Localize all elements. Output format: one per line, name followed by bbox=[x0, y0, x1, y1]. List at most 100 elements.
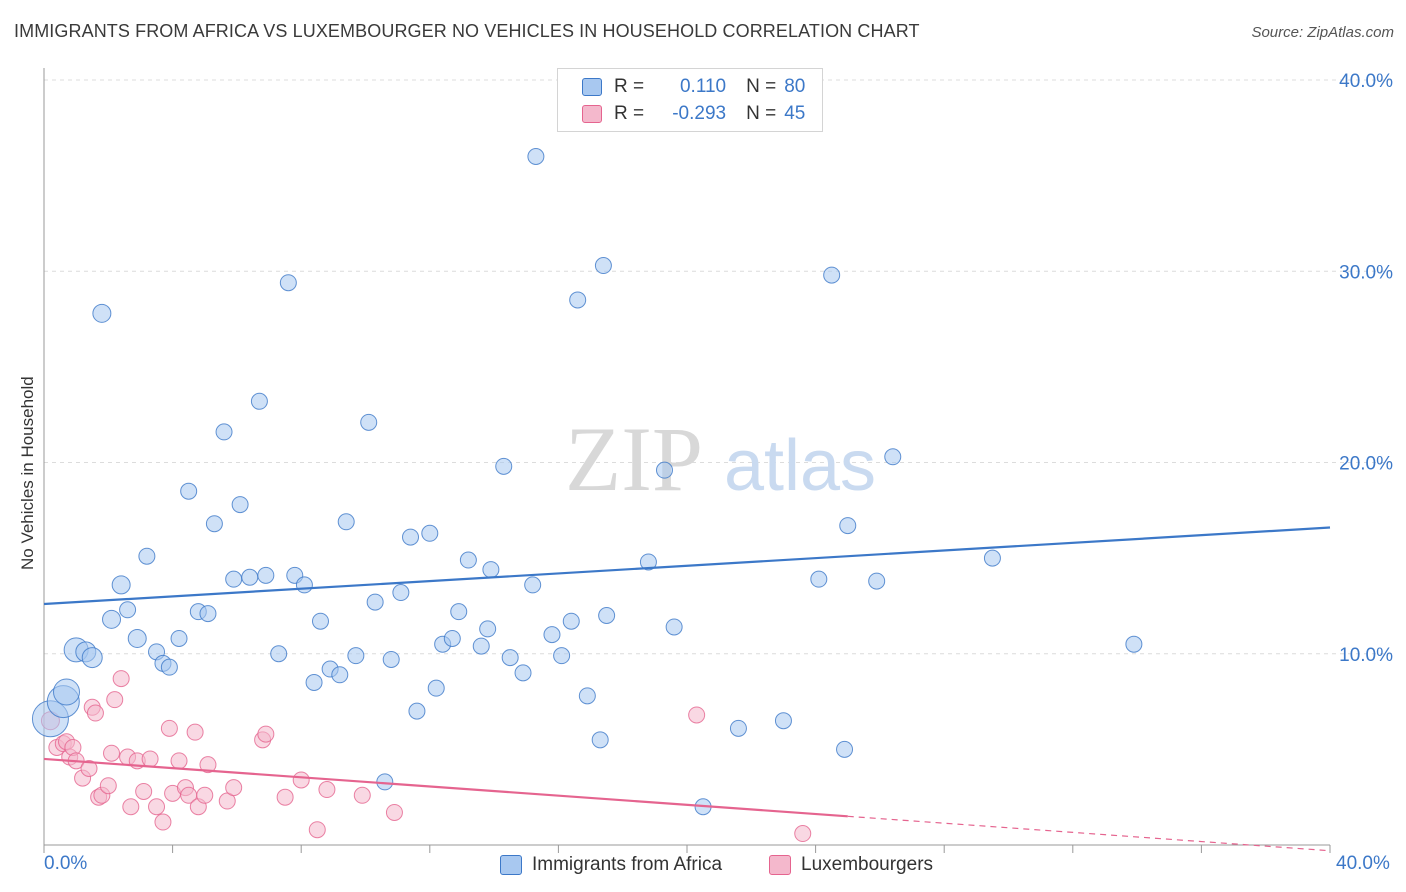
africa-point bbox=[111, 575, 131, 595]
africa-point bbox=[578, 687, 596, 705]
africa-point bbox=[810, 570, 828, 588]
luxembourgers-point bbox=[794, 825, 812, 843]
africa-point bbox=[347, 647, 365, 665]
africa-point bbox=[225, 570, 243, 588]
luxembourgers-point bbox=[141, 750, 159, 768]
y-tick-label: 40.0% bbox=[1339, 71, 1393, 92]
africa-point bbox=[1125, 635, 1143, 653]
y-tick-labels: 10.0% 20.0% 30.0% 40.0% bbox=[1339, 71, 1393, 666]
africa-point bbox=[215, 423, 233, 441]
luxembourgers-point bbox=[385, 803, 403, 821]
stats-row-africa: R = 0.110 N = 80 bbox=[558, 73, 805, 101]
africa-point bbox=[337, 513, 355, 531]
series-legend: Immigrants from Africa Luxembourgers bbox=[0, 852, 1406, 878]
luxembourgers-point bbox=[99, 777, 117, 795]
africa-point bbox=[421, 524, 439, 542]
africa-point bbox=[199, 605, 217, 623]
africa-point bbox=[729, 719, 747, 737]
luxembourgers-points bbox=[40, 670, 812, 843]
stats-legend: R = 0.110 N = 80 R = -0.293 N = 45 bbox=[557, 68, 823, 132]
africa-point bbox=[102, 609, 122, 629]
africa-point bbox=[774, 712, 792, 730]
africa-point bbox=[231, 496, 249, 514]
africa-point bbox=[482, 561, 500, 579]
africa-point bbox=[868, 572, 886, 590]
africa-point bbox=[392, 584, 410, 602]
africa-point bbox=[598, 607, 616, 624]
luxembourgers-point bbox=[160, 719, 178, 737]
luxembourgers-point bbox=[122, 798, 140, 816]
luxembourgers-point bbox=[257, 725, 275, 743]
legend-label-africa: Immigrants from Africa bbox=[532, 854, 723, 875]
africa-point bbox=[443, 629, 461, 647]
africa-point bbox=[366, 593, 384, 611]
africa-point bbox=[501, 649, 519, 667]
watermark: ZIP atlas bbox=[565, 408, 876, 510]
trend-line bbox=[43, 757, 848, 818]
y-axis-label: No Vehicles in Household bbox=[18, 376, 37, 570]
n-label: N = bbox=[746, 76, 777, 97]
africa-point bbox=[138, 547, 156, 565]
africa-point bbox=[92, 303, 112, 323]
grid-lines bbox=[44, 79, 1392, 655]
africa-point bbox=[983, 549, 1001, 567]
trend-line bbox=[43, 526, 1331, 606]
n-value: 45 bbox=[784, 103, 806, 124]
trend-lines bbox=[43, 526, 1331, 852]
africa-points bbox=[31, 148, 1143, 816]
r-value: 0.110 bbox=[679, 76, 727, 97]
africa-point bbox=[180, 482, 198, 500]
africa-point bbox=[331, 666, 349, 684]
r-label: R = bbox=[614, 76, 645, 97]
luxembourgers-point bbox=[170, 752, 188, 770]
legend-label-luxembourgers: Luxembourgers bbox=[801, 854, 934, 875]
africa-point bbox=[562, 612, 580, 630]
r-value: -0.293 bbox=[672, 103, 727, 124]
luxembourgers-point bbox=[135, 782, 153, 800]
africa-point bbox=[382, 650, 400, 668]
africa-point bbox=[119, 601, 137, 619]
africa-point bbox=[553, 647, 571, 665]
africa-point bbox=[591, 731, 609, 749]
africa-point bbox=[295, 576, 313, 594]
y-tick-label: 30.0% bbox=[1339, 262, 1393, 283]
africa-point bbox=[170, 629, 188, 647]
africa-point bbox=[257, 566, 275, 584]
legend-item-luxembourgers[interactable]: Luxembourgers bbox=[769, 852, 933, 878]
africa-point bbox=[884, 448, 902, 466]
luxembourgers-point bbox=[225, 779, 243, 797]
luxembourgers-point bbox=[353, 786, 371, 804]
africa-swatch bbox=[582, 78, 602, 96]
africa-point bbox=[594, 257, 612, 275]
africa-point bbox=[543, 626, 561, 644]
luxembourgers-point bbox=[276, 788, 294, 806]
luxembourgers-point bbox=[292, 771, 310, 789]
africa-point bbox=[250, 392, 268, 410]
africa-point bbox=[241, 568, 259, 586]
africa-point bbox=[524, 576, 542, 594]
africa-point bbox=[459, 551, 477, 569]
africa-point bbox=[450, 603, 468, 621]
stats-row-luxembourgers: R = -0.293 N = 45 bbox=[558, 100, 805, 128]
africa-point bbox=[402, 528, 420, 546]
luxembourgers-point bbox=[199, 756, 217, 774]
legend-item-africa[interactable]: Immigrants from Africa bbox=[500, 852, 722, 878]
africa-point bbox=[160, 658, 178, 676]
africa-point bbox=[311, 612, 329, 630]
luxembourgers-point bbox=[106, 691, 124, 709]
africa-point bbox=[53, 678, 81, 706]
africa-point bbox=[655, 461, 673, 479]
africa-point bbox=[127, 628, 147, 648]
africa-point bbox=[305, 673, 323, 691]
africa-point bbox=[472, 637, 490, 655]
luxembourgers-point bbox=[148, 798, 166, 816]
africa-point bbox=[81, 647, 103, 669]
chart-title: IMMIGRANTS FROM AFRICA VS LUXEMBOURGER N… bbox=[14, 21, 920, 41]
luxembourgers-point bbox=[86, 704, 104, 722]
n-value: 80 bbox=[784, 76, 806, 97]
africa-swatch bbox=[500, 855, 522, 875]
africa-point bbox=[839, 517, 857, 535]
africa-point bbox=[527, 148, 545, 165]
africa-point bbox=[205, 515, 223, 533]
